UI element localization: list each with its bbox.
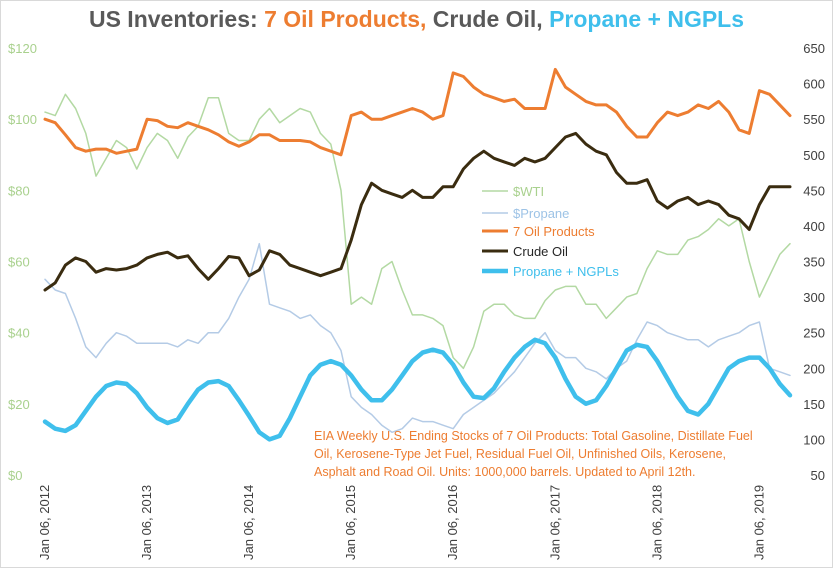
y-left-tick-label: $20: [8, 397, 30, 412]
y-axis-right: 50 100 150 200 250 300 350 400 450 500 550 600 650: [803, 41, 825, 483]
series-line-wti: [44, 93, 791, 370]
y-right-tick-label: 100: [803, 432, 825, 447]
y-left-tick-label: $0: [8, 468, 22, 483]
legend-label-wti: $WTI: [513, 184, 544, 199]
x-tick-label: Jan 06, 2019: [751, 485, 766, 560]
y-right-tick-label: 250: [803, 326, 825, 341]
y-right-tick-label: 200: [803, 361, 825, 376]
title-part-inventories: US Inventories:: [88, 6, 265, 32]
y-right-tick-label: 650: [803, 41, 825, 56]
y-right-tick-label: 300: [803, 290, 825, 305]
series-line-7-oil-products: [43, 67, 792, 157]
chart-title: US Inventories: 7 Oil Products, Crude Oi…: [0, 6, 833, 33]
y-right-tick-label: 400: [803, 219, 825, 234]
legend-label-oil-products: 7 Oil Products: [513, 224, 595, 239]
x-tick-label: Jan 06, 2017: [547, 485, 562, 560]
x-tick-label: Jan 06, 2018: [649, 485, 664, 560]
title-part-propane: Propane + NGPLs: [549, 6, 745, 32]
legend-label-propane-price: $Propane: [513, 206, 569, 221]
y-left-tick-label: $40: [8, 326, 30, 341]
title-part-oil-products: 7 Oil Products,: [264, 6, 427, 32]
legend-label-crude-oil: Crude Oil: [513, 244, 568, 259]
y-right-tick-label: 50: [811, 468, 825, 483]
annotation-line-1: EIA Weekly U.S. Ending Stocks of 7 Oil P…: [314, 429, 753, 443]
series-line-crude-oil: [43, 131, 792, 292]
y-left-tick-label: $60: [8, 255, 30, 270]
x-tick-label: Jan 06, 2014: [241, 485, 256, 560]
y-right-tick-label: 550: [803, 112, 825, 127]
series-line-propane: [44, 242, 791, 434]
annotation-note: EIA Weekly U.S. Ending Stocks of 7 Oil P…: [314, 429, 753, 479]
x-tick-label: Jan 06, 2015: [343, 485, 358, 560]
y-left-tick-label: $120: [8, 41, 37, 56]
y-right-tick-label: 450: [803, 183, 825, 198]
series-layer: [42, 67, 793, 442]
y-right-tick-label: 150: [803, 397, 825, 412]
annotation-line-3: Asphalt and Road Oil. Units: 1000,000 ba…: [314, 465, 695, 479]
x-axis: Jan 06, 2012 Jan 06, 2013 Jan 06, 2014 Jan …: [37, 485, 766, 560]
legend: $WTI $Propane 7 Oil Products Crude Oil P…: [482, 184, 619, 279]
y-left-tick-label: $80: [8, 183, 30, 198]
y-right-tick-label: 500: [803, 148, 825, 163]
x-tick-label: Jan 06, 2013: [139, 485, 154, 560]
legend-label-propane-ngpl: Propane + NGPLs: [513, 264, 619, 279]
y-right-tick-label: 350: [803, 255, 825, 270]
series-line-propane-ngpls: [42, 337, 793, 442]
title-part-crude-oil: Crude Oil,: [426, 6, 550, 32]
x-tick-label: Jan 06, 2016: [445, 485, 460, 560]
annotation-line-2: Oil, Kerosene-Type Jet Fuel, Residual Fu…: [314, 447, 726, 461]
x-tick-label: Jan 06, 2012: [37, 485, 52, 560]
y-right-tick-label: 600: [803, 77, 825, 92]
y-axis-left: $0 $20 $40 $60 $80 $100 $120: [8, 41, 37, 483]
y-left-tick-label: $100: [8, 112, 37, 127]
